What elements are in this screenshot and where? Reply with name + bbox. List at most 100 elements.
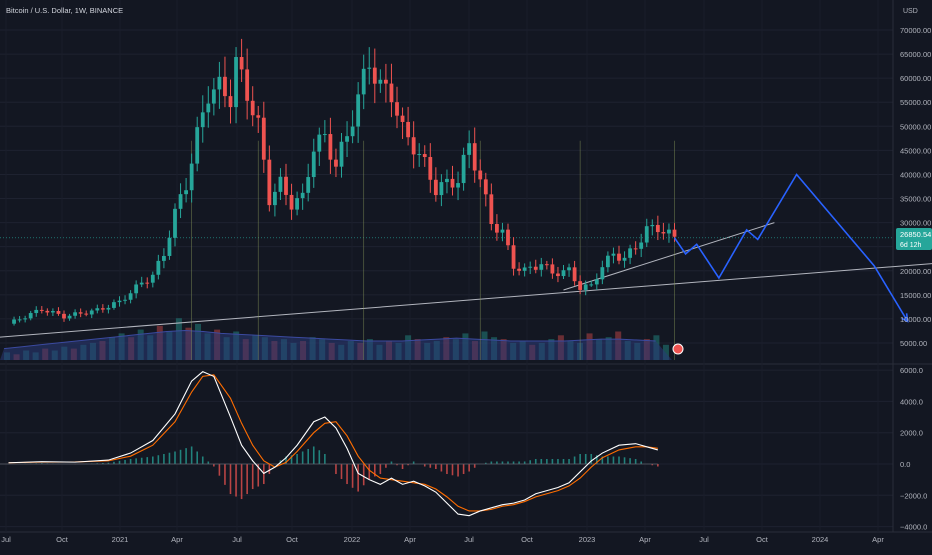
trendline-layer[interactable] <box>0 222 932 339</box>
candle-body <box>489 194 494 225</box>
candle-body <box>478 170 483 180</box>
time-axis-label: Oct <box>56 535 69 544</box>
price-axis-label: 10000.00 <box>900 315 931 324</box>
candle-body <box>589 284 594 286</box>
candle-body <box>167 237 172 256</box>
candle-body <box>456 183 460 188</box>
candle-body <box>28 313 33 319</box>
price-axis-label: 65000.00 <box>900 50 931 59</box>
candle-body <box>539 264 544 270</box>
candle-body <box>622 257 627 261</box>
time-axis-label: 2023 <box>579 535 596 544</box>
volume-bar <box>662 344 669 360</box>
time-axis-label: Jul <box>232 535 242 544</box>
price-axis-label: 70000.00 <box>900 26 931 35</box>
macd-axis-label: 2000.0 <box>900 429 923 438</box>
candle-body <box>173 208 177 238</box>
candle-body <box>606 255 610 268</box>
candle-body <box>211 89 216 104</box>
candle-body <box>384 79 388 84</box>
candle-body <box>278 176 283 192</box>
trendline <box>563 222 775 291</box>
price-axis-label: 5000.00 <box>900 339 927 348</box>
candle-body <box>372 67 377 84</box>
macd-axis-label: −4000.0 <box>900 523 927 532</box>
candle-body <box>12 319 16 324</box>
macd-axis-label: 6000.0 <box>900 366 923 375</box>
candle-body <box>495 224 499 233</box>
candle-body <box>256 115 261 118</box>
price-axis-label: 45000.00 <box>900 146 931 155</box>
candle-body <box>628 248 632 258</box>
candle-body <box>106 307 111 310</box>
candle-body <box>267 159 272 206</box>
candle-body <box>239 57 244 70</box>
price-tag-value: 26850.54 <box>900 230 931 239</box>
last-price-tag: 26850.54 6d 12h <box>896 228 932 250</box>
candle-body <box>467 143 472 155</box>
candle-body <box>51 311 55 313</box>
axis-layer[interactable]: 70000.00 65000.00 60000.00 55000.00 50000.00… <box>1 26 931 544</box>
candle-body <box>644 226 649 243</box>
candle-body <box>112 302 116 308</box>
candle-body <box>411 137 416 155</box>
candle-body <box>56 311 61 314</box>
time-axis-label: Oct <box>756 535 769 544</box>
candle-body <box>295 198 299 210</box>
candle-body <box>95 308 100 311</box>
candle-body <box>556 273 560 277</box>
candle-body <box>450 178 455 188</box>
candle-body <box>600 267 605 280</box>
volume-moving-average-area <box>0 330 672 360</box>
time-axis-label: Apr <box>404 535 416 544</box>
candle-body <box>594 279 599 285</box>
macd-axis-label: −2000.0 <box>900 491 927 500</box>
projection-layer[interactable] <box>673 173 909 323</box>
volume-layer <box>0 318 672 360</box>
candle-body <box>189 163 194 191</box>
candle-body <box>661 232 666 234</box>
macd-layer <box>0 371 659 517</box>
candle-body <box>123 299 127 301</box>
candle-body <box>572 267 577 282</box>
candle-body <box>261 117 266 160</box>
candle-body <box>439 182 444 196</box>
candle-body <box>428 157 433 180</box>
candle-body <box>322 134 327 136</box>
candle-body <box>78 312 83 314</box>
candle-body <box>617 253 621 261</box>
price-axis-label: 55000.00 <box>900 98 931 107</box>
candle-body <box>528 266 533 268</box>
candle-body <box>134 284 139 294</box>
macd-line <box>8 371 658 517</box>
candle-body <box>406 121 410 138</box>
macd-axis-label: 4000.0 <box>900 397 923 406</box>
time-axis-label: Oct <box>286 535 299 544</box>
candle-body <box>417 154 422 156</box>
candle-body <box>311 151 316 178</box>
candle-body <box>522 267 527 271</box>
volume-moving-average <box>3 330 656 350</box>
candle-body <box>300 192 305 199</box>
candle-body <box>655 224 660 233</box>
currency-label: USD <box>903 8 918 15</box>
candle-body <box>567 267 571 271</box>
candle-body <box>184 190 188 195</box>
candle-body <box>34 309 39 314</box>
candle-body <box>389 83 394 103</box>
time-axis-label: 2024 <box>812 535 829 544</box>
time-axis-label: 2021 <box>112 535 129 544</box>
candle-body <box>483 179 488 195</box>
time-axis-label: Apr <box>639 535 651 544</box>
candle-body <box>73 312 77 316</box>
candle-body <box>139 282 144 285</box>
candle-body <box>273 191 277 206</box>
macd-signal-line <box>8 374 658 512</box>
candle-body <box>284 176 288 195</box>
candle-body <box>433 179 438 196</box>
candle-body <box>500 229 505 233</box>
candle-body <box>339 141 344 167</box>
